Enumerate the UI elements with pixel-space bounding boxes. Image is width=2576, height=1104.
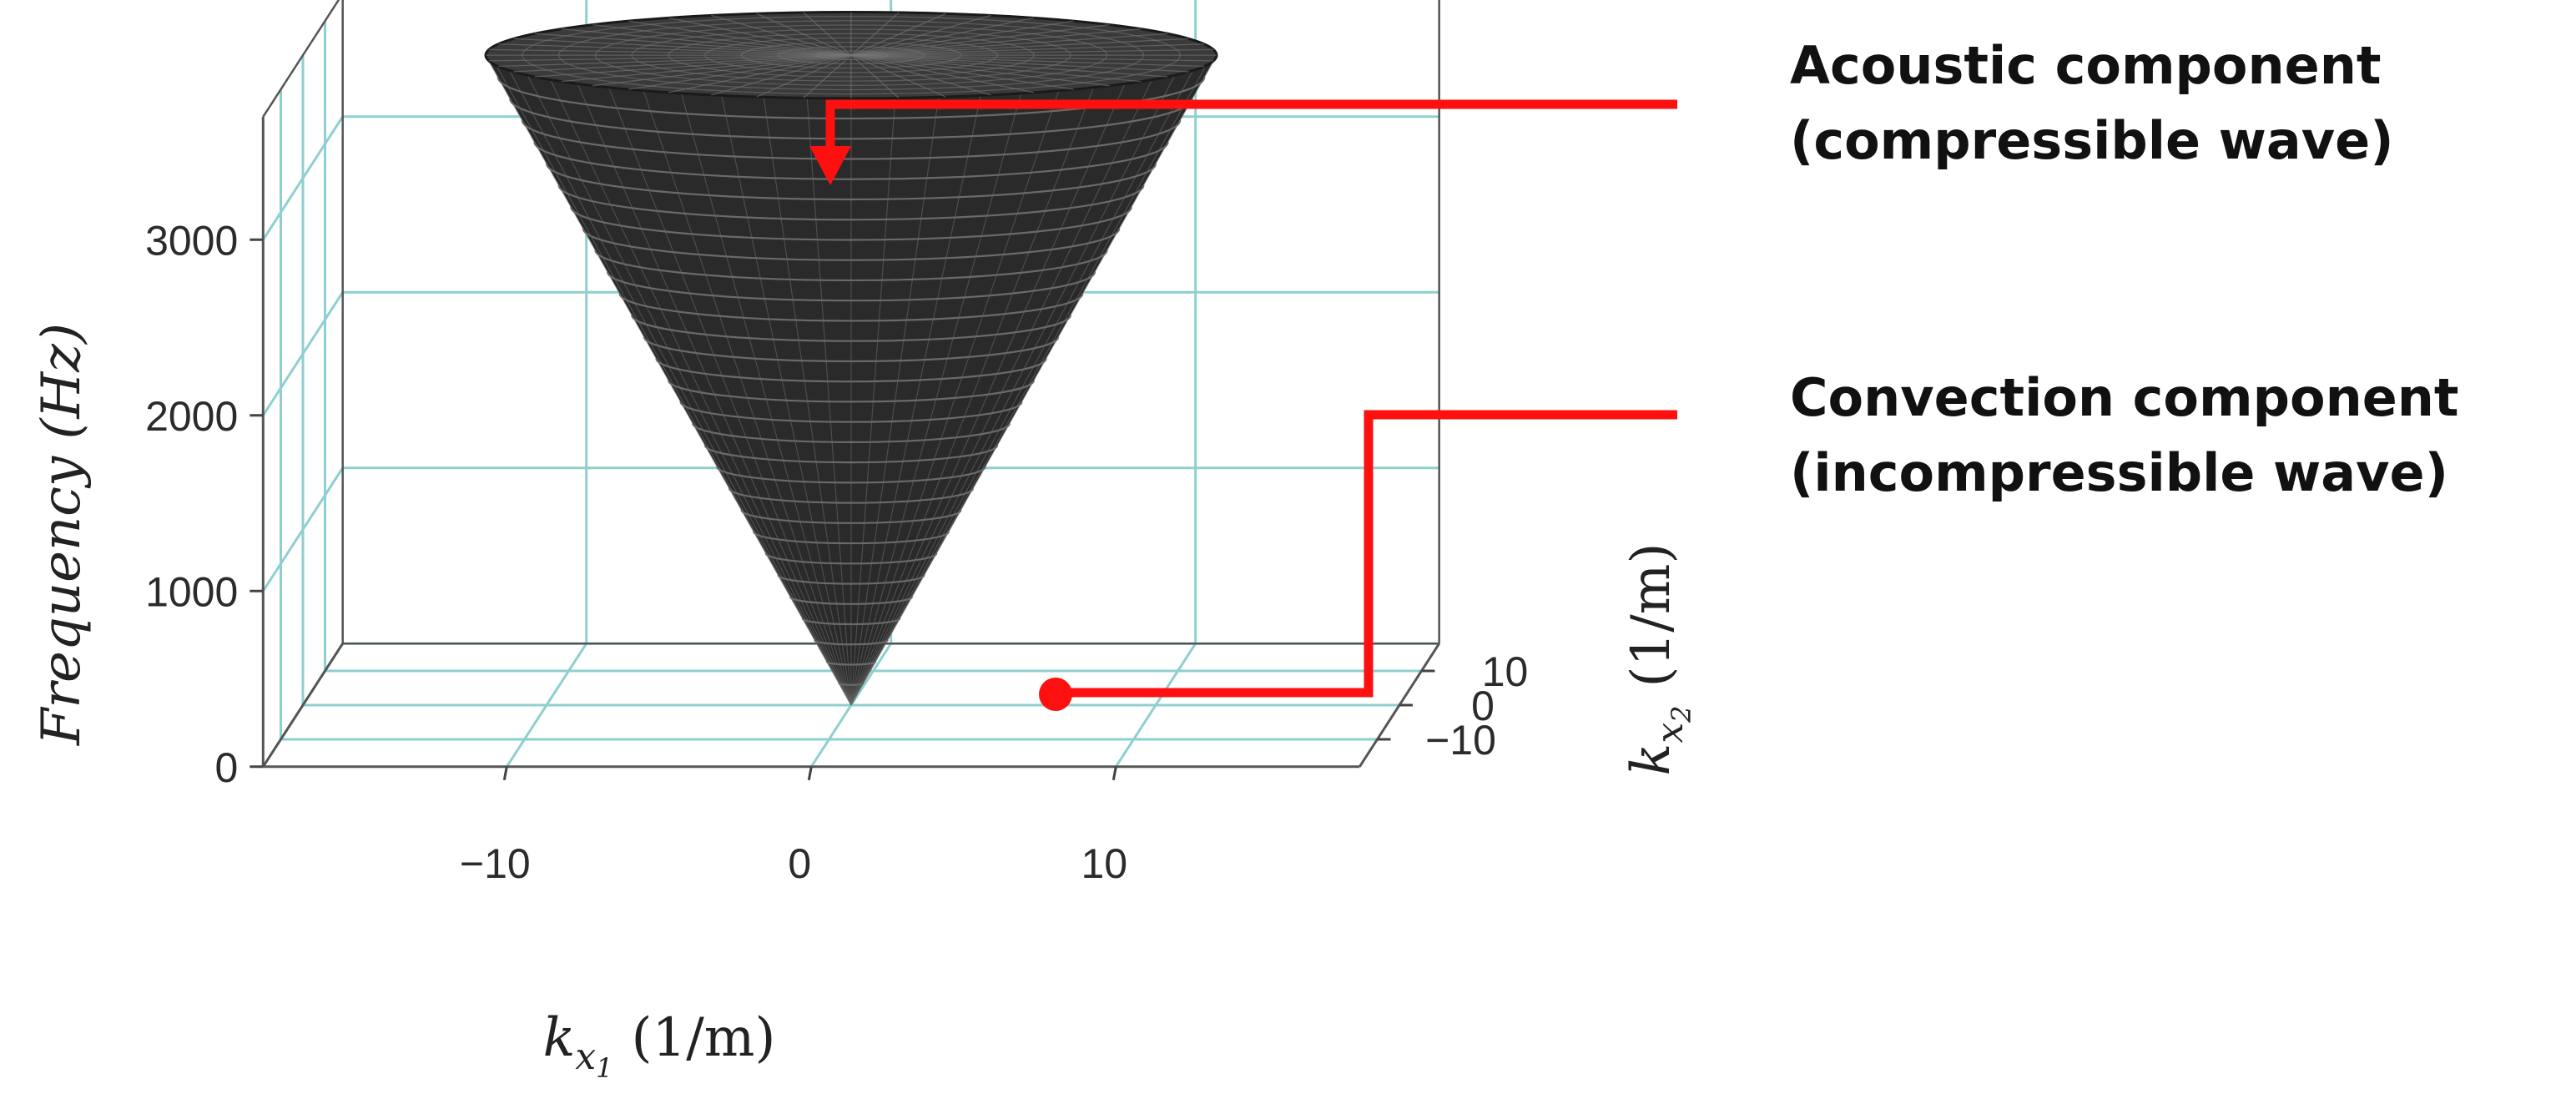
y-tick-label: 0 bbox=[1471, 683, 1495, 729]
x-tick bbox=[1112, 766, 1117, 781]
box-edge bbox=[262, 643, 344, 768]
x-tick bbox=[502, 766, 508, 781]
acoustic-leader-line bbox=[825, 99, 1677, 163]
cone-generator bbox=[527, 74, 852, 706]
cone-generator bbox=[577, 83, 852, 706]
convection-dot bbox=[1039, 678, 1072, 711]
cone-generator bbox=[607, 87, 852, 706]
cap-ring bbox=[631, 28, 1071, 82]
z-axis-label: Frequency (Hz) bbox=[31, 323, 93, 746]
z-tick-label: 3000 bbox=[145, 217, 238, 264]
cone-generator bbox=[850, 90, 1060, 706]
z-tick-label: 1000 bbox=[145, 568, 238, 615]
cone-generator bbox=[643, 90, 852, 706]
x-axis-label-units: (1/m) bbox=[632, 1007, 776, 1069]
side-wall-grid-line-z bbox=[262, 466, 344, 592]
x-axis-label: kx1 (1/m) bbox=[543, 1007, 776, 1084]
cone-generator bbox=[487, 60, 852, 706]
cone-generator bbox=[850, 87, 1095, 706]
cone-generator bbox=[850, 74, 1176, 706]
cone-generator bbox=[806, 98, 852, 706]
convection-title: Convection component bbox=[1790, 367, 2459, 428]
y-axis-label-units: (1/m) bbox=[1621, 543, 1682, 688]
x-tick bbox=[807, 766, 813, 781]
acoustic-arrowhead bbox=[809, 146, 851, 185]
cone-generator bbox=[850, 83, 1126, 706]
annotation-convection: Convection component (incompressible wav… bbox=[1039, 367, 2459, 711]
acoustic-title: Acoustic component bbox=[1790, 35, 2382, 96]
cap-ring bbox=[668, 33, 1035, 78]
tick-marks bbox=[250, 238, 1435, 781]
cone-generator bbox=[549, 79, 852, 706]
cone-generator bbox=[850, 95, 981, 706]
x-tick-label: −10 bbox=[460, 840, 531, 887]
x-axis-label-subsub: 1 bbox=[596, 1052, 612, 1084]
cone-generator bbox=[850, 93, 1022, 706]
cone-generator bbox=[850, 97, 940, 706]
cap-ring bbox=[594, 24, 1108, 86]
y-axis-label-k: k bbox=[1621, 744, 1682, 776]
cone-generator bbox=[850, 65, 1207, 706]
cap-ring bbox=[740, 42, 962, 69]
cone-generator bbox=[680, 93, 852, 706]
y-axis-label-sub: x bbox=[1649, 723, 1691, 744]
side-wall-grid-line-z bbox=[262, 115, 344, 241]
annotation-acoustic: Acoustic component (compressible wave) bbox=[809, 35, 2394, 185]
y-tick-label: 10 bbox=[1482, 648, 1529, 695]
cone-surface bbox=[484, 10, 1218, 706]
side-wall-grid-line-z bbox=[262, 291, 344, 416]
cone-generator bbox=[496, 65, 852, 706]
cone-mesh-generators bbox=[487, 60, 1215, 706]
acoustic-subtitle: (compressible wave) bbox=[1790, 110, 2394, 171]
cone-generator bbox=[850, 79, 1153, 706]
x-tick-label: 0 bbox=[788, 840, 811, 887]
cone-top-mesh bbox=[486, 12, 1217, 98]
z-tick-label: 2000 bbox=[145, 393, 238, 440]
y-axis-label-subsub: 2 bbox=[1666, 705, 1697, 723]
cone-generator bbox=[850, 60, 1215, 706]
z-tick-label: 0 bbox=[214, 744, 238, 791]
x-axis-label-k: k bbox=[543, 1007, 576, 1069]
x-axis-label-sub: x bbox=[575, 1036, 596, 1078]
y-axis-label: kx2 (1/m) bbox=[1621, 543, 1697, 776]
cap-ring bbox=[777, 46, 925, 65]
cap-ring bbox=[704, 37, 998, 73]
cap-ring bbox=[814, 50, 889, 60]
cone-generator bbox=[850, 70, 1194, 706]
cone-generator bbox=[508, 70, 852, 706]
box-edge bbox=[262, 0, 340, 118]
cone-generator bbox=[850, 98, 896, 706]
cone-generator bbox=[763, 97, 852, 706]
x-tick-label: 10 bbox=[1081, 840, 1127, 887]
cap-ring bbox=[522, 16, 1181, 95]
convection-subtitle: (incompressible wave) bbox=[1790, 442, 2448, 503]
y-tick-label: −10 bbox=[1425, 717, 1496, 764]
cap-ring bbox=[557, 20, 1145, 91]
axes-box bbox=[261, 0, 1440, 769]
convection-leader-line bbox=[1056, 410, 1677, 698]
cone-generator bbox=[721, 95, 852, 706]
